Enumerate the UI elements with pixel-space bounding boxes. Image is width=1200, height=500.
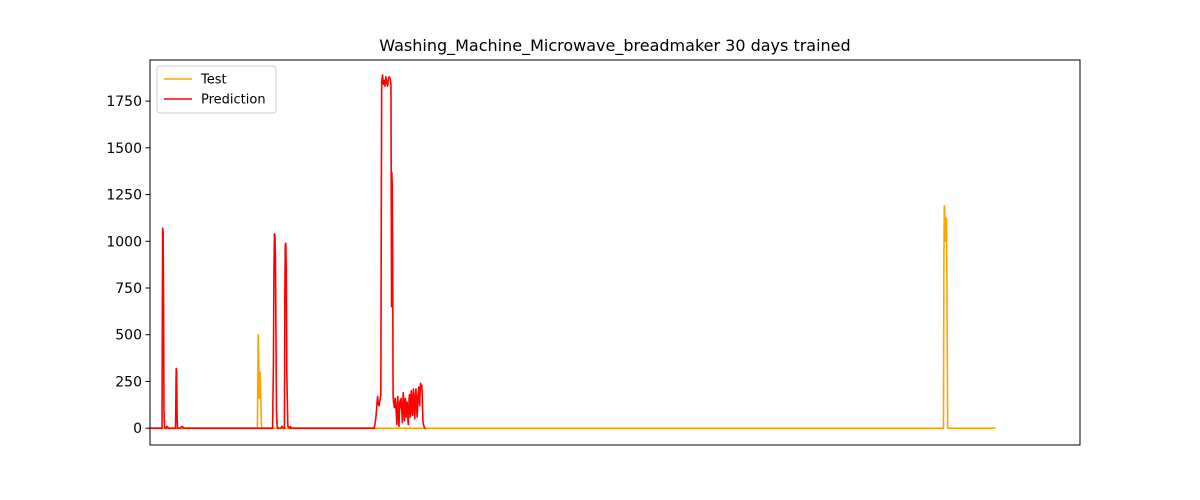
legend-label-test: Test — [200, 73, 227, 88]
y-tick-label: 1000 — [106, 234, 142, 250]
y-tick-label: 750 — [115, 281, 142, 297]
y-tick-label: 1500 — [106, 141, 142, 157]
y-tick-label: 0 — [133, 421, 142, 437]
chart-title: Washing_Machine_Microwave_breadmaker 30 … — [379, 36, 850, 56]
series-line-prediction — [150, 74, 426, 429]
legend-box — [156, 65, 277, 114]
y-tick-label: 250 — [115, 374, 142, 390]
legend: Test Prediction — [156, 65, 277, 114]
y-tick-label: 1750 — [106, 94, 142, 110]
legend-label-prediction: Prediction — [201, 93, 266, 108]
series-line-test — [150, 204, 996, 429]
plot-frame — [149, 59, 1081, 446]
series-layer — [150, 74, 996, 429]
y-tick-label: 500 — [115, 328, 142, 344]
y-tick-label: 1250 — [106, 188, 142, 204]
y-axis: 0 250 500 750 1000 1250 1500 1750 — [106, 94, 150, 437]
